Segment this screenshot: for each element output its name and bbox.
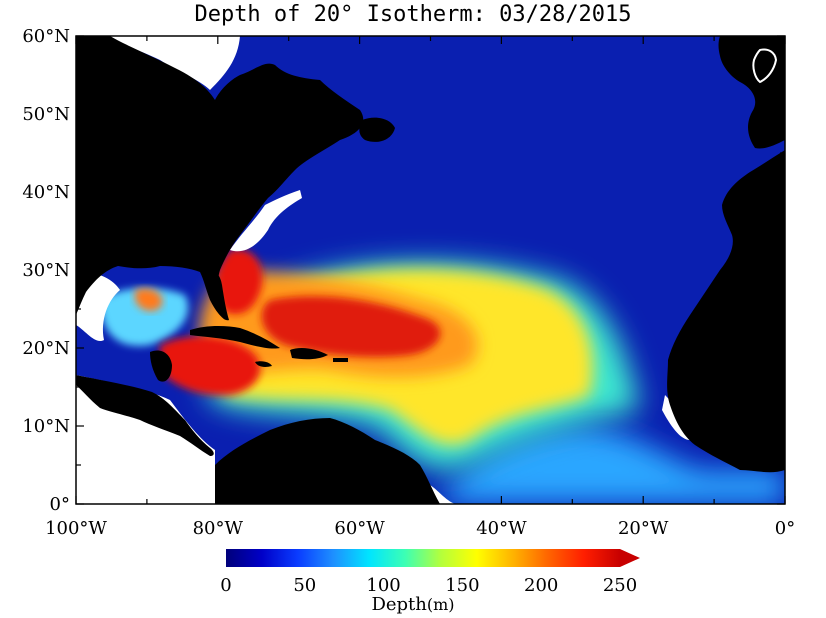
lon-tick-label: 20°W xyxy=(618,518,669,539)
great-britain xyxy=(752,48,778,84)
colorbar-title-text: Depth xyxy=(371,594,427,615)
latitude-axis: 60°N 50°N 40°N 30°N 20°N 10°N 0° xyxy=(22,26,785,515)
land-masses xyxy=(76,36,785,504)
lat-tick-label: 20°N xyxy=(22,338,70,359)
lon-tick-label: 80°W xyxy=(193,518,244,539)
colorbar: 0 50 100 150 200 250 xyxy=(220,549,640,596)
depth-field xyxy=(100,249,785,504)
lat-tick-label: 40°N xyxy=(22,182,70,203)
lat-tick-label: 10°N xyxy=(22,416,70,437)
colorbar-unit: (m) xyxy=(426,595,455,614)
lat-tick-label: 30°N xyxy=(22,260,70,281)
lat-tick-label: 60°N xyxy=(22,26,70,47)
colorbar-tick-label: 250 xyxy=(603,575,637,596)
colorbar-title: Depth(m) xyxy=(0,592,826,618)
colorbar-tick-label: 50 xyxy=(293,575,316,596)
lon-tick-label: 100°W xyxy=(45,518,107,539)
colorbar-gradient xyxy=(226,549,620,567)
longitude-axis: 100°W 80°W 60°W 40°W 20°W 0° xyxy=(45,36,795,539)
colorbar-tick-label: 150 xyxy=(445,575,479,596)
lon-tick-label: 0° xyxy=(775,518,795,539)
lat-tick-label: 50°N xyxy=(22,104,70,125)
colorbar-tick-label: 100 xyxy=(366,575,400,596)
colorbar-tick-label: 0 xyxy=(220,575,231,596)
map-plot-area xyxy=(76,36,785,504)
colorbar-extend-arrow xyxy=(620,549,640,567)
lon-tick-label: 40°W xyxy=(476,518,527,539)
colorbar-ticks: 0 50 100 150 200 250 xyxy=(220,575,637,596)
colorbar-tick-label: 200 xyxy=(524,575,558,596)
lon-tick-label: 60°W xyxy=(334,518,385,539)
map-title: Depth of 20° Isotherm: 03/28/2015 xyxy=(194,2,632,27)
lat-tick-label: 0° xyxy=(50,494,70,515)
